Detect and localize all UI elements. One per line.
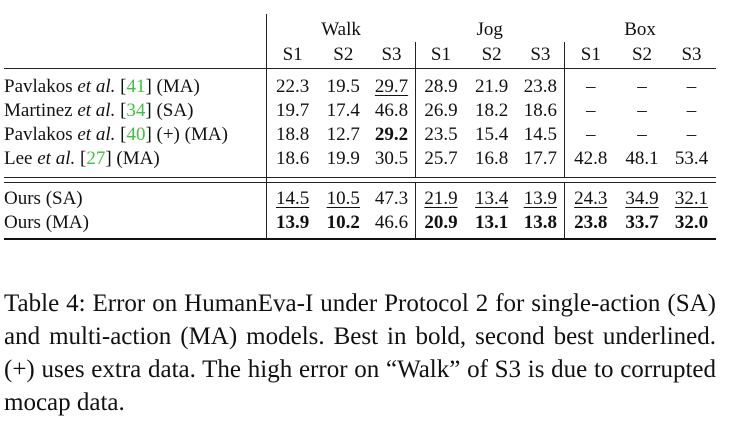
- results-table: Walk Jog Box S1 S2 S3 S1 S2 S3 S1 S2 S3 …: [4, 14, 716, 240]
- table-cell: 13.4: [475, 188, 509, 209]
- table-cell: –: [637, 124, 647, 145]
- table-cell: 29.7: [368, 68, 416, 99]
- method-name: Ours (MA): [4, 211, 267, 240]
- table-cell: 34.9: [625, 188, 659, 209]
- table-cell: 15.4: [475, 124, 509, 145]
- method-name: Ours (SA): [4, 182, 267, 211]
- table-cell: 30.5: [368, 147, 416, 178]
- table-cell: 28.9: [424, 76, 458, 97]
- subject-header: S2: [466, 42, 518, 69]
- table-cell: –: [686, 124, 697, 145]
- table-cell: 42.8: [564, 147, 618, 178]
- table-cell: –: [686, 76, 697, 97]
- method-name: Pavlakos et al. [41] (MA): [4, 68, 267, 99]
- table-cell: 16.8: [466, 147, 518, 178]
- empty-header-cell: [4, 14, 267, 42]
- subject-header: S2: [617, 42, 667, 69]
- table-row: Pavlakos et al. [41] (MA) 22.3 19.5 29.7…: [4, 68, 716, 99]
- table-cell: –: [637, 76, 647, 97]
- table-row: Martinez et al. [34] (SA) 19.7 17.4 46.8…: [4, 99, 716, 123]
- table-cell: 23.8: [564, 211, 618, 240]
- table-cell: 13.8: [517, 211, 565, 240]
- group-header-row: Walk Jog Box: [4, 14, 716, 42]
- table-cell: 32.1: [674, 188, 709, 209]
- table-cell: 23.8: [517, 68, 565, 99]
- table-cell: 25.7: [415, 147, 467, 178]
- subject-header: S2: [318, 42, 369, 69]
- table-cell: 17.4: [326, 100, 360, 121]
- table-cell: 13.1: [466, 211, 518, 240]
- table-cell: 33.7: [617, 211, 667, 240]
- table-cell: –: [686, 100, 697, 121]
- table-cell: 18.6: [266, 147, 319, 178]
- method-name: Lee et al. [27] (MA): [4, 147, 267, 178]
- table-cell: 24.3: [574, 188, 608, 209]
- table-cell: 53.4: [666, 147, 716, 178]
- table-cell: –: [586, 100, 596, 121]
- citation-link[interactable]: 34: [126, 100, 146, 121]
- table-cell: 22.3: [275, 76, 310, 97]
- table-cell: 19.9: [318, 147, 369, 178]
- subject-header: S1: [415, 42, 467, 69]
- table-cell: –: [637, 100, 647, 121]
- table-cell: 10.2: [318, 211, 369, 240]
- table-cell: 21.9: [424, 188, 458, 209]
- table-row: Ours (SA) 14.5 10.5 47.3 21.9 13.4 13.9 …: [4, 182, 716, 211]
- subject-header: S3: [666, 42, 716, 69]
- table-cell: 23.5: [424, 124, 458, 145]
- table-cell: 12.7: [326, 124, 360, 145]
- table-cell: 10.5: [326, 188, 360, 209]
- method-name: Martinez et al. [34] (SA): [4, 99, 267, 123]
- table-row: Lee et al. [27] (MA) 18.6 19.9 30.5 25.7…: [4, 147, 716, 178]
- subject-header-row: S1 S2 S3 S1 S2 S3 S1 S2 S3: [4, 42, 716, 69]
- table-cell: 26.9: [424, 100, 458, 121]
- table-row: Ours (MA) 13.9 10.2 46.6 20.9 13.1 13.8 …: [4, 211, 716, 240]
- table-cell: 29.2: [368, 123, 416, 147]
- citation-link[interactable]: 41: [126, 76, 146, 97]
- table-cell: 13.9: [266, 211, 319, 240]
- table-cell: 48.1: [617, 147, 667, 178]
- table-divider: [4, 177, 716, 183]
- table-cell: 46.6: [368, 211, 416, 240]
- table-row: Pavlakos et al. [40] (+) (MA) 18.8 12.7 …: [4, 123, 716, 147]
- method-name: Pavlakos et al. [40] (+) (MA): [4, 123, 267, 147]
- table-cell: 20.9: [415, 211, 467, 240]
- table-cell: 18.6: [517, 99, 565, 123]
- table-cell: –: [586, 76, 596, 97]
- table-cell: 13.9: [517, 182, 565, 211]
- subject-header: S3: [517, 42, 565, 69]
- group-header-walk: Walk: [321, 19, 361, 40]
- subject-header: S3: [368, 42, 416, 69]
- table-cell: –: [586, 124, 596, 145]
- citation-link[interactable]: 40: [126, 124, 146, 145]
- table-cell: 47.3: [368, 182, 416, 211]
- subject-header: S1: [266, 42, 319, 69]
- table-cell: 17.7: [517, 147, 565, 178]
- table-cell: 21.9: [475, 76, 509, 97]
- empty-header-cell: [4, 42, 267, 69]
- table-cell: 14.5: [275, 188, 310, 209]
- subject-header: S1: [564, 42, 618, 69]
- table-cell: 18.2: [475, 100, 509, 121]
- group-header-box: Box: [624, 19, 656, 40]
- table-cell: 32.0: [666, 211, 716, 240]
- table-cell: 19.7: [275, 100, 310, 121]
- table-cell: 14.5: [517, 123, 565, 147]
- table-cell: 19.5: [326, 76, 360, 97]
- group-header-jog: Jog: [476, 19, 503, 40]
- table-caption: Table 4: Error on HumanEva-I under Proto…: [4, 290, 716, 416]
- table-cell: 46.8: [368, 99, 416, 123]
- table-cell: 18.8: [275, 124, 310, 145]
- citation-link[interactable]: 27: [86, 148, 106, 169]
